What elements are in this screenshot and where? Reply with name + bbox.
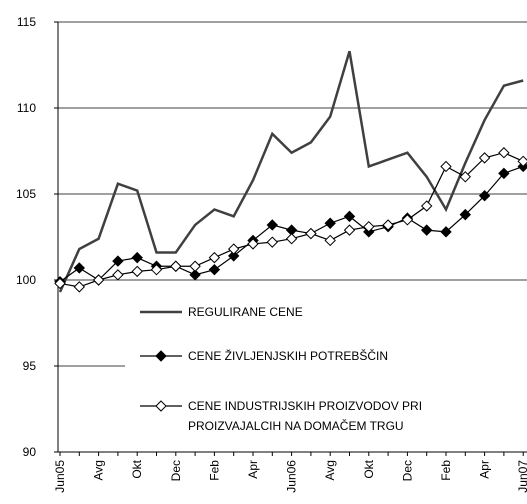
x-tick-label: Dec [169, 460, 183, 481]
marker [420, 200, 433, 212]
y-tick-label: 90 [23, 445, 37, 459]
series [54, 147, 527, 293]
marker [112, 269, 124, 281]
marker [343, 210, 356, 223]
marker [208, 251, 221, 264]
marker [305, 227, 317, 240]
legend-label: CENE INDUSTRIJSKIH PROIZVODOV PRI PROIZVA… [188, 399, 422, 433]
marker [73, 281, 86, 293]
series [54, 160, 527, 288]
marker [155, 350, 167, 362]
series-line [59, 165, 524, 283]
marker [112, 255, 124, 267]
x-tick-label: Okt [130, 459, 144, 478]
marker [155, 400, 167, 412]
marker [401, 214, 414, 226]
x-tick-label: Avg [92, 460, 106, 480]
legend-box [125, 292, 527, 444]
marker [131, 265, 143, 278]
marker [247, 238, 259, 250]
marker [420, 224, 433, 236]
marker [498, 167, 510, 180]
marker [131, 251, 143, 264]
marker [170, 260, 182, 272]
marker [189, 260, 201, 272]
marker [498, 147, 510, 159]
x-tick-label: Apr [246, 460, 260, 479]
y-tick-label: 100 [16, 273, 36, 287]
legend-label: CENE ŽIVLJENJSKIH POTREBŠČIN [188, 348, 388, 363]
marker [92, 274, 105, 286]
marker [343, 224, 356, 236]
y-tick-label: 115 [17, 15, 36, 29]
marker [150, 263, 163, 276]
marker [440, 226, 452, 238]
marker [459, 208, 472, 221]
x-tick-label: Jun07 [516, 460, 527, 493]
series-line [58, 50, 524, 293]
series [58, 50, 524, 293]
x-tick-label: Dec [400, 460, 414, 481]
legend-label: REGULIRANE CENE [188, 305, 303, 319]
y-tick-label: 105 [16, 187, 36, 201]
x-tick-label: Apr [478, 460, 492, 479]
marker [73, 262, 86, 274]
y-tick-label: 110 [17, 101, 36, 115]
marker [382, 219, 394, 231]
marker [266, 236, 279, 248]
marker [266, 219, 279, 231]
legend-label-line: PROIZVAJALCIH NA DOMAČEM TRGU [188, 418, 404, 433]
x-tick-label: Feb [207, 460, 221, 481]
series-line [59, 152, 524, 288]
marker [440, 160, 452, 173]
marker [189, 269, 201, 281]
marker [478, 190, 491, 202]
marker [227, 243, 240, 255]
marker [227, 250, 240, 262]
x-tick-label: Avg [323, 460, 337, 480]
legend-label-line: CENE INDUSTRIJSKIH PROIZVODOV PRI [188, 399, 422, 413]
x-tick-label: Feb [439, 460, 453, 481]
marker [208, 263, 221, 276]
marker [324, 217, 336, 229]
y-tick-label: 95 [23, 359, 37, 373]
x-tick-label: Okt [362, 459, 376, 478]
marker [363, 220, 375, 233]
marker [54, 277, 66, 290]
marker [478, 152, 491, 164]
marker [324, 234, 336, 247]
marker [459, 171, 472, 183]
marker [285, 233, 298, 245]
x-tick-label: Jun06 [285, 460, 299, 493]
x-tick-label: Jun05 [53, 460, 67, 493]
